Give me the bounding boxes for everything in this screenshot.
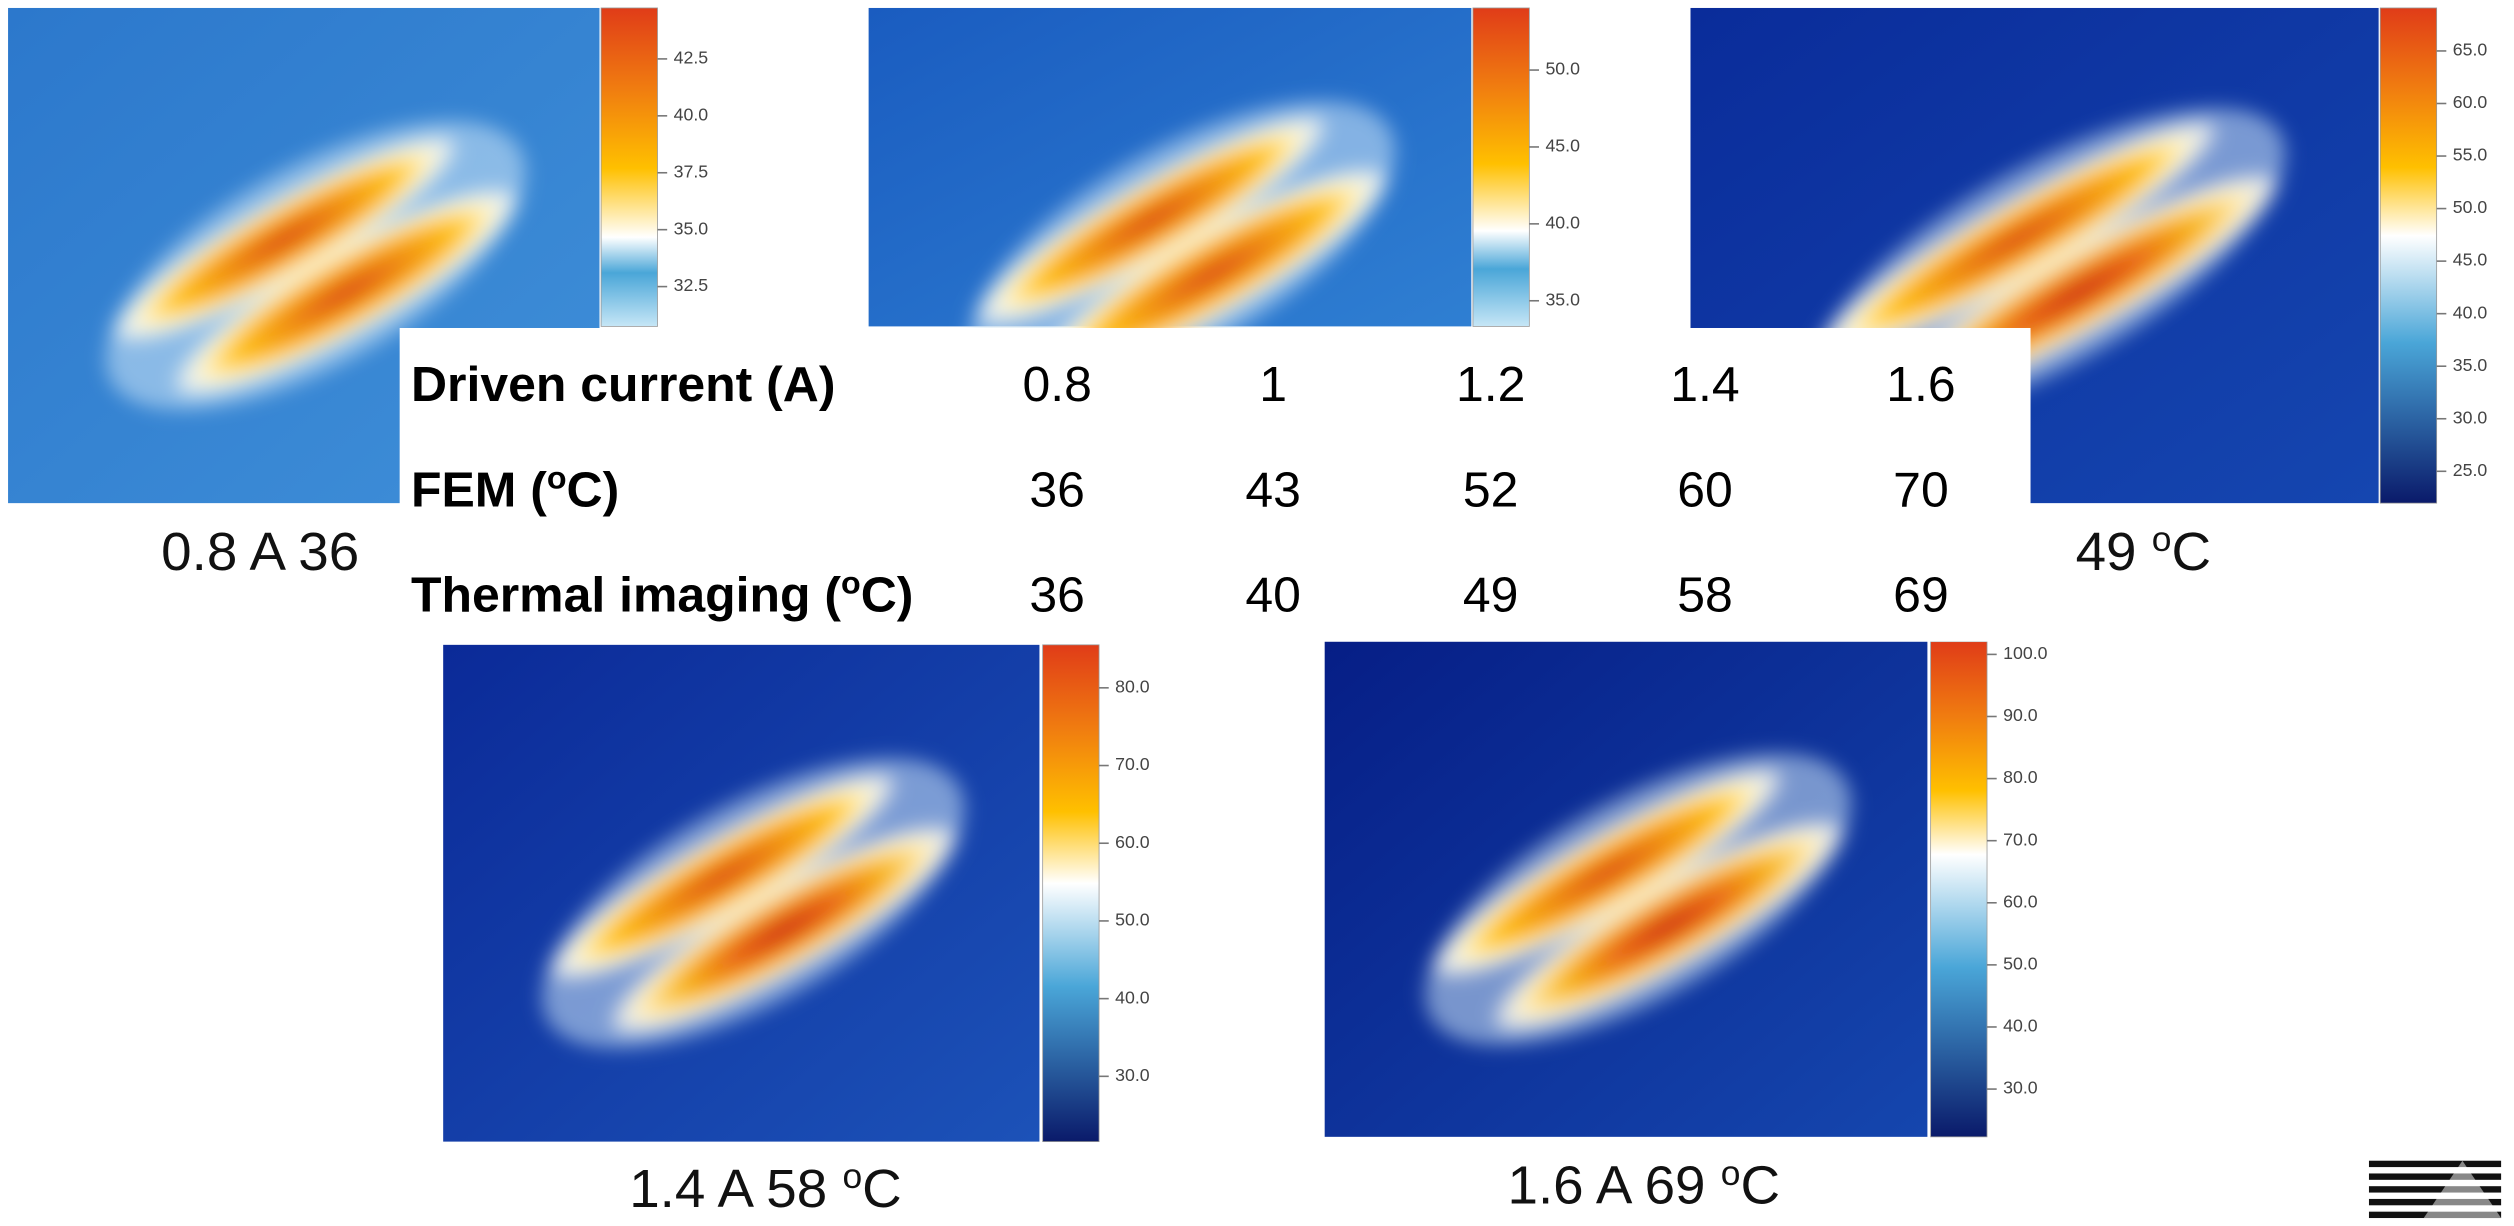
colorbar-tick-label: 50.0 bbox=[2453, 197, 2488, 217]
row-label-part: o bbox=[841, 565, 861, 601]
colorbar-tick-label: 70.0 bbox=[1115, 754, 1150, 774]
row-label: FEM (oC) bbox=[411, 460, 619, 518]
colorbar-tick-label: 35.0 bbox=[674, 218, 709, 238]
colorbar-tick-label: 35.0 bbox=[1545, 289, 1580, 309]
caption: 0.8 A 36 bbox=[161, 521, 359, 582]
colorbar-tick-label: 80.0 bbox=[1115, 677, 1150, 697]
table-cell: 43 bbox=[1245, 462, 1301, 518]
colorbar bbox=[1042, 644, 1100, 1143]
colorbar-tick-label: 40.0 bbox=[1115, 987, 1150, 1007]
stripe bbox=[114, 136, 456, 341]
row-label-part: Thermal imaging ( bbox=[411, 567, 842, 623]
colorbar-tick-label: 60.0 bbox=[2003, 892, 2038, 912]
thermal-panel: 100.0 90.0 80.0 70.0 60.0 50.0 40.0 30.0 1.6 A 6… bbox=[1324, 641, 2048, 1216]
table-cell: 60 bbox=[1677, 462, 1733, 518]
colorbar bbox=[2379, 7, 2438, 504]
table-cell: 1.6 bbox=[1886, 357, 1955, 413]
row-label-part: C) bbox=[567, 462, 620, 518]
table-cell: 1.4 bbox=[1670, 357, 1739, 413]
row-label-part: C) bbox=[861, 567, 914, 623]
stripe bbox=[175, 189, 517, 396]
table-cell: 1.2 bbox=[1456, 357, 1525, 413]
caption: 1.6 A 69 oC bbox=[1508, 1154, 1781, 1216]
row-label: Thermal imaging (oC) bbox=[411, 565, 913, 623]
colorbar-tick-label: 50.0 bbox=[2003, 954, 2038, 974]
table-cell: 40 bbox=[1245, 567, 1301, 623]
stripe bbox=[1434, 768, 1781, 977]
table-cell: 36 bbox=[1029, 567, 1085, 623]
caption-part: C bbox=[2171, 521, 2211, 582]
row-label-part: o bbox=[547, 460, 567, 496]
caption-part: 0.8 A 36 bbox=[161, 521, 359, 582]
colorbar-tick-label: 70.0 bbox=[2003, 829, 2038, 849]
colorbar-tick-label: 65.0 bbox=[2453, 40, 2488, 60]
caption-part: o bbox=[1721, 1154, 1741, 1193]
stripe bbox=[1820, 121, 2216, 356]
caption-part: 1.4 A 58 bbox=[629, 1158, 842, 1219]
colorbar-tick-label: 30.0 bbox=[2003, 1078, 2038, 1098]
colorbar-tick-label: 45.0 bbox=[2453, 250, 2488, 270]
thermal-panel: 50.0 45.0 40.0 35.0 bbox=[868, 7, 1580, 393]
colorbar-tick-label: 40.0 bbox=[1545, 213, 1580, 233]
colorbar-tick-label: 37.5 bbox=[674, 161, 709, 181]
row-label-part: FEM ( bbox=[411, 462, 547, 518]
table-cell: 49 bbox=[1463, 567, 1519, 623]
table-cell: 69 bbox=[1893, 567, 1949, 623]
colorbar-tick-label: 100.0 bbox=[2003, 643, 2048, 663]
table-cell: 0.8 bbox=[1022, 357, 1091, 413]
colorbar-tick-label: 55.0 bbox=[2453, 145, 2488, 165]
colorbar-tick-label: 60.0 bbox=[2453, 92, 2488, 112]
colorbar-tick-label: 60.0 bbox=[1115, 832, 1150, 852]
colorbar-tick-label: 40.0 bbox=[674, 105, 709, 125]
table-background bbox=[399, 327, 2031, 642]
stripe bbox=[612, 826, 956, 1034]
caption-part: o bbox=[2152, 520, 2172, 559]
stripe bbox=[1495, 821, 1843, 1031]
colorbar-tick-label: 50.0 bbox=[1115, 910, 1150, 930]
caption-part: C bbox=[1740, 1155, 1780, 1216]
colorbar-tick-label: 80.0 bbox=[2003, 767, 2038, 787]
caption: 1.4 A 58 oC bbox=[629, 1157, 902, 1219]
colorbar-tick-label: 50.0 bbox=[1545, 59, 1580, 79]
hot-spots bbox=[968, 100, 1396, 393]
colorbar-tick-label: 35.0 bbox=[2453, 355, 2488, 375]
colorbar-tick-label: 42.5 bbox=[674, 48, 709, 68]
colorbar-tick-label: 40.0 bbox=[2453, 302, 2488, 322]
colorbar-tick-label: 90.0 bbox=[2003, 705, 2038, 725]
stripe bbox=[1039, 168, 1387, 379]
caption-part: 1.6 A 69 bbox=[1508, 1155, 1721, 1216]
hot-spots bbox=[1425, 753, 1852, 1045]
hot-spots bbox=[541, 758, 965, 1049]
stripe bbox=[978, 116, 1325, 324]
table-cell: 1 bbox=[1259, 357, 1287, 413]
colorbar bbox=[1472, 7, 1530, 327]
thermal-panel: 42.5 40.0 37.5 35.0 32.5 0.8 A 36 bbox=[8, 7, 709, 582]
caption-part: o bbox=[842, 1157, 862, 1196]
caption-part: 49 bbox=[2076, 521, 2152, 582]
colorbar bbox=[1930, 641, 1988, 1138]
thermal-panel: 80.0 70.0 60.0 50.0 40.0 30.0 1.4 A 58 oC bbox=[443, 644, 1150, 1219]
row-label: Driven current (A) bbox=[411, 357, 836, 413]
table-cell: 70 bbox=[1893, 462, 1949, 518]
colorbar bbox=[600, 7, 658, 327]
caption-part: C bbox=[862, 1158, 902, 1219]
row-label-part: Driven current (A) bbox=[411, 357, 836, 413]
colorbar-tick-label: 25.0 bbox=[2453, 460, 2488, 480]
table-cell: 52 bbox=[1463, 462, 1519, 518]
colorbar-tick-label: 40.0 bbox=[2003, 1016, 2038, 1036]
hot-spots bbox=[105, 121, 526, 410]
colorbar-tick-label: 30.0 bbox=[2453, 407, 2488, 427]
stripe bbox=[551, 773, 895, 980]
table-cell: 58 bbox=[1677, 567, 1733, 623]
colorbar-tick-label: 30.0 bbox=[1115, 1065, 1150, 1085]
colorbar-tick-label: 32.5 bbox=[674, 275, 709, 295]
caption: 49 oC bbox=[2076, 520, 2211, 582]
colorbar-tick-label: 45.0 bbox=[1545, 136, 1580, 156]
table-cell: 36 bbox=[1029, 462, 1085, 518]
logo bbox=[2368, 1160, 2502, 1219]
